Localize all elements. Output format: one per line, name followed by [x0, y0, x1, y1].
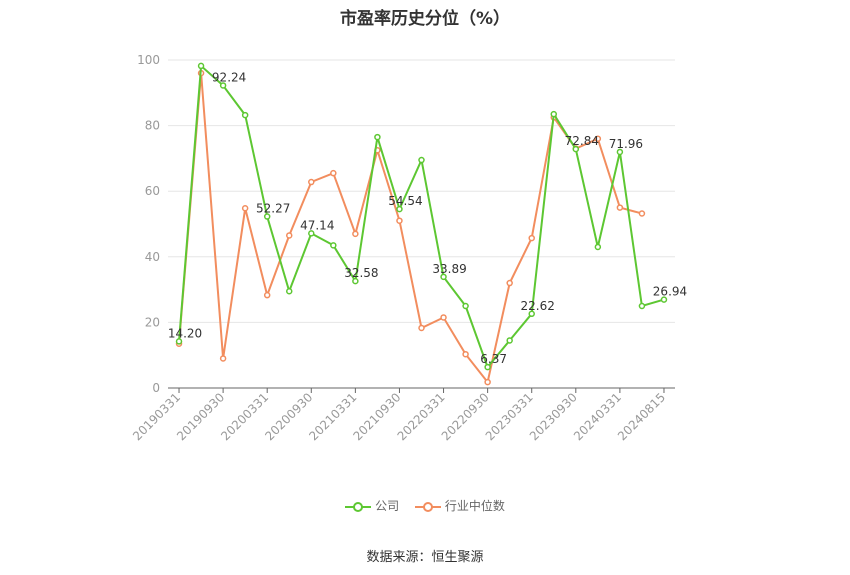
- data-point-company: [219, 82, 227, 89]
- data-point-company: [528, 310, 535, 318]
- legend-company-marker-icon: [345, 501, 372, 513]
- data-point-company: [440, 273, 447, 281]
- data-label: 33.89: [432, 262, 466, 276]
- data-label: 52.27: [256, 202, 290, 216]
- y-tick-label: 20: [145, 315, 160, 329]
- data-point-company: [594, 243, 602, 251]
- data-point-industry: [263, 291, 271, 299]
- data-point-company: [374, 133, 381, 141]
- data-label: 32.58: [344, 266, 378, 280]
- legend-company-label: 公司: [375, 499, 400, 513]
- data-point-company: [263, 213, 271, 220]
- data-point-industry: [638, 210, 646, 217]
- data-point-company: [660, 296, 668, 303]
- data-point-company: [616, 148, 624, 156]
- data-label: 6.37: [480, 352, 507, 366]
- y-tick-label: 60: [145, 184, 160, 198]
- data-point-company: [462, 302, 469, 310]
- data-point-company: [285, 287, 293, 295]
- y-tick-label: 80: [145, 119, 160, 133]
- series-line-industry: [178, 73, 643, 385]
- data-point-industry: [506, 279, 513, 287]
- data-point-industry: [308, 178, 315, 186]
- data-point-company: [572, 145, 580, 153]
- data-point-company: [506, 337, 513, 344]
- chart-title: 市盈率历史分位（%）: [339, 9, 511, 29]
- data-label: 71.96: [609, 137, 643, 151]
- legend-item-company[interactable]: 公司: [345, 497, 399, 514]
- data-label: 22.62: [521, 299, 555, 313]
- data-point-company: [638, 302, 646, 310]
- data-point-industry: [352, 230, 359, 238]
- data-point-company: [396, 205, 403, 213]
- data-point-industry: [528, 234, 535, 242]
- data-point-company: [197, 62, 205, 70]
- data-point-company: [352, 277, 359, 285]
- data-point-industry: [418, 324, 425, 332]
- data-point-industry: [219, 355, 227, 362]
- y-tick-label: 40: [145, 250, 160, 264]
- data-label: 92.24: [212, 70, 246, 84]
- x-tick-label: 20240815: [615, 390, 668, 443]
- data-point-industry: [594, 135, 602, 142]
- data-label: 72.84: [565, 134, 599, 148]
- data-label: 54.54: [388, 194, 422, 208]
- data-point-company: [175, 338, 183, 345]
- data-label: 26.94: [653, 285, 687, 299]
- data-source: 数据来源：恒生聚源: [366, 550, 484, 565]
- data-point-company: [330, 242, 337, 249]
- data-point-industry: [616, 204, 624, 211]
- data-point-industry: [484, 378, 491, 386]
- data-point-industry: [396, 217, 403, 224]
- data-point-industry: [241, 205, 249, 212]
- legend-industry-marker-icon: [414, 501, 441, 513]
- data-label: 47.14: [300, 218, 334, 232]
- data-point-industry: [285, 232, 293, 239]
- legend-item-industry[interactable]: 行业中位数: [414, 497, 505, 514]
- chart-legend: 公司 行业中位数: [0, 497, 850, 514]
- data-point-company: [550, 110, 558, 118]
- data-point-industry: [440, 314, 447, 321]
- data-point-company: [484, 363, 491, 371]
- data-point-industry: [330, 169, 337, 177]
- y-tick-label: 0: [152, 381, 160, 395]
- data-point-company: [241, 111, 249, 119]
- data-point-company: [418, 156, 425, 164]
- y-tick-label: 100: [137, 53, 160, 67]
- data-label: 14.20: [168, 326, 202, 340]
- data-point-company: [308, 230, 315, 237]
- legend-industry-label: 行业中位数: [444, 499, 505, 513]
- data-point-industry: [462, 350, 469, 358]
